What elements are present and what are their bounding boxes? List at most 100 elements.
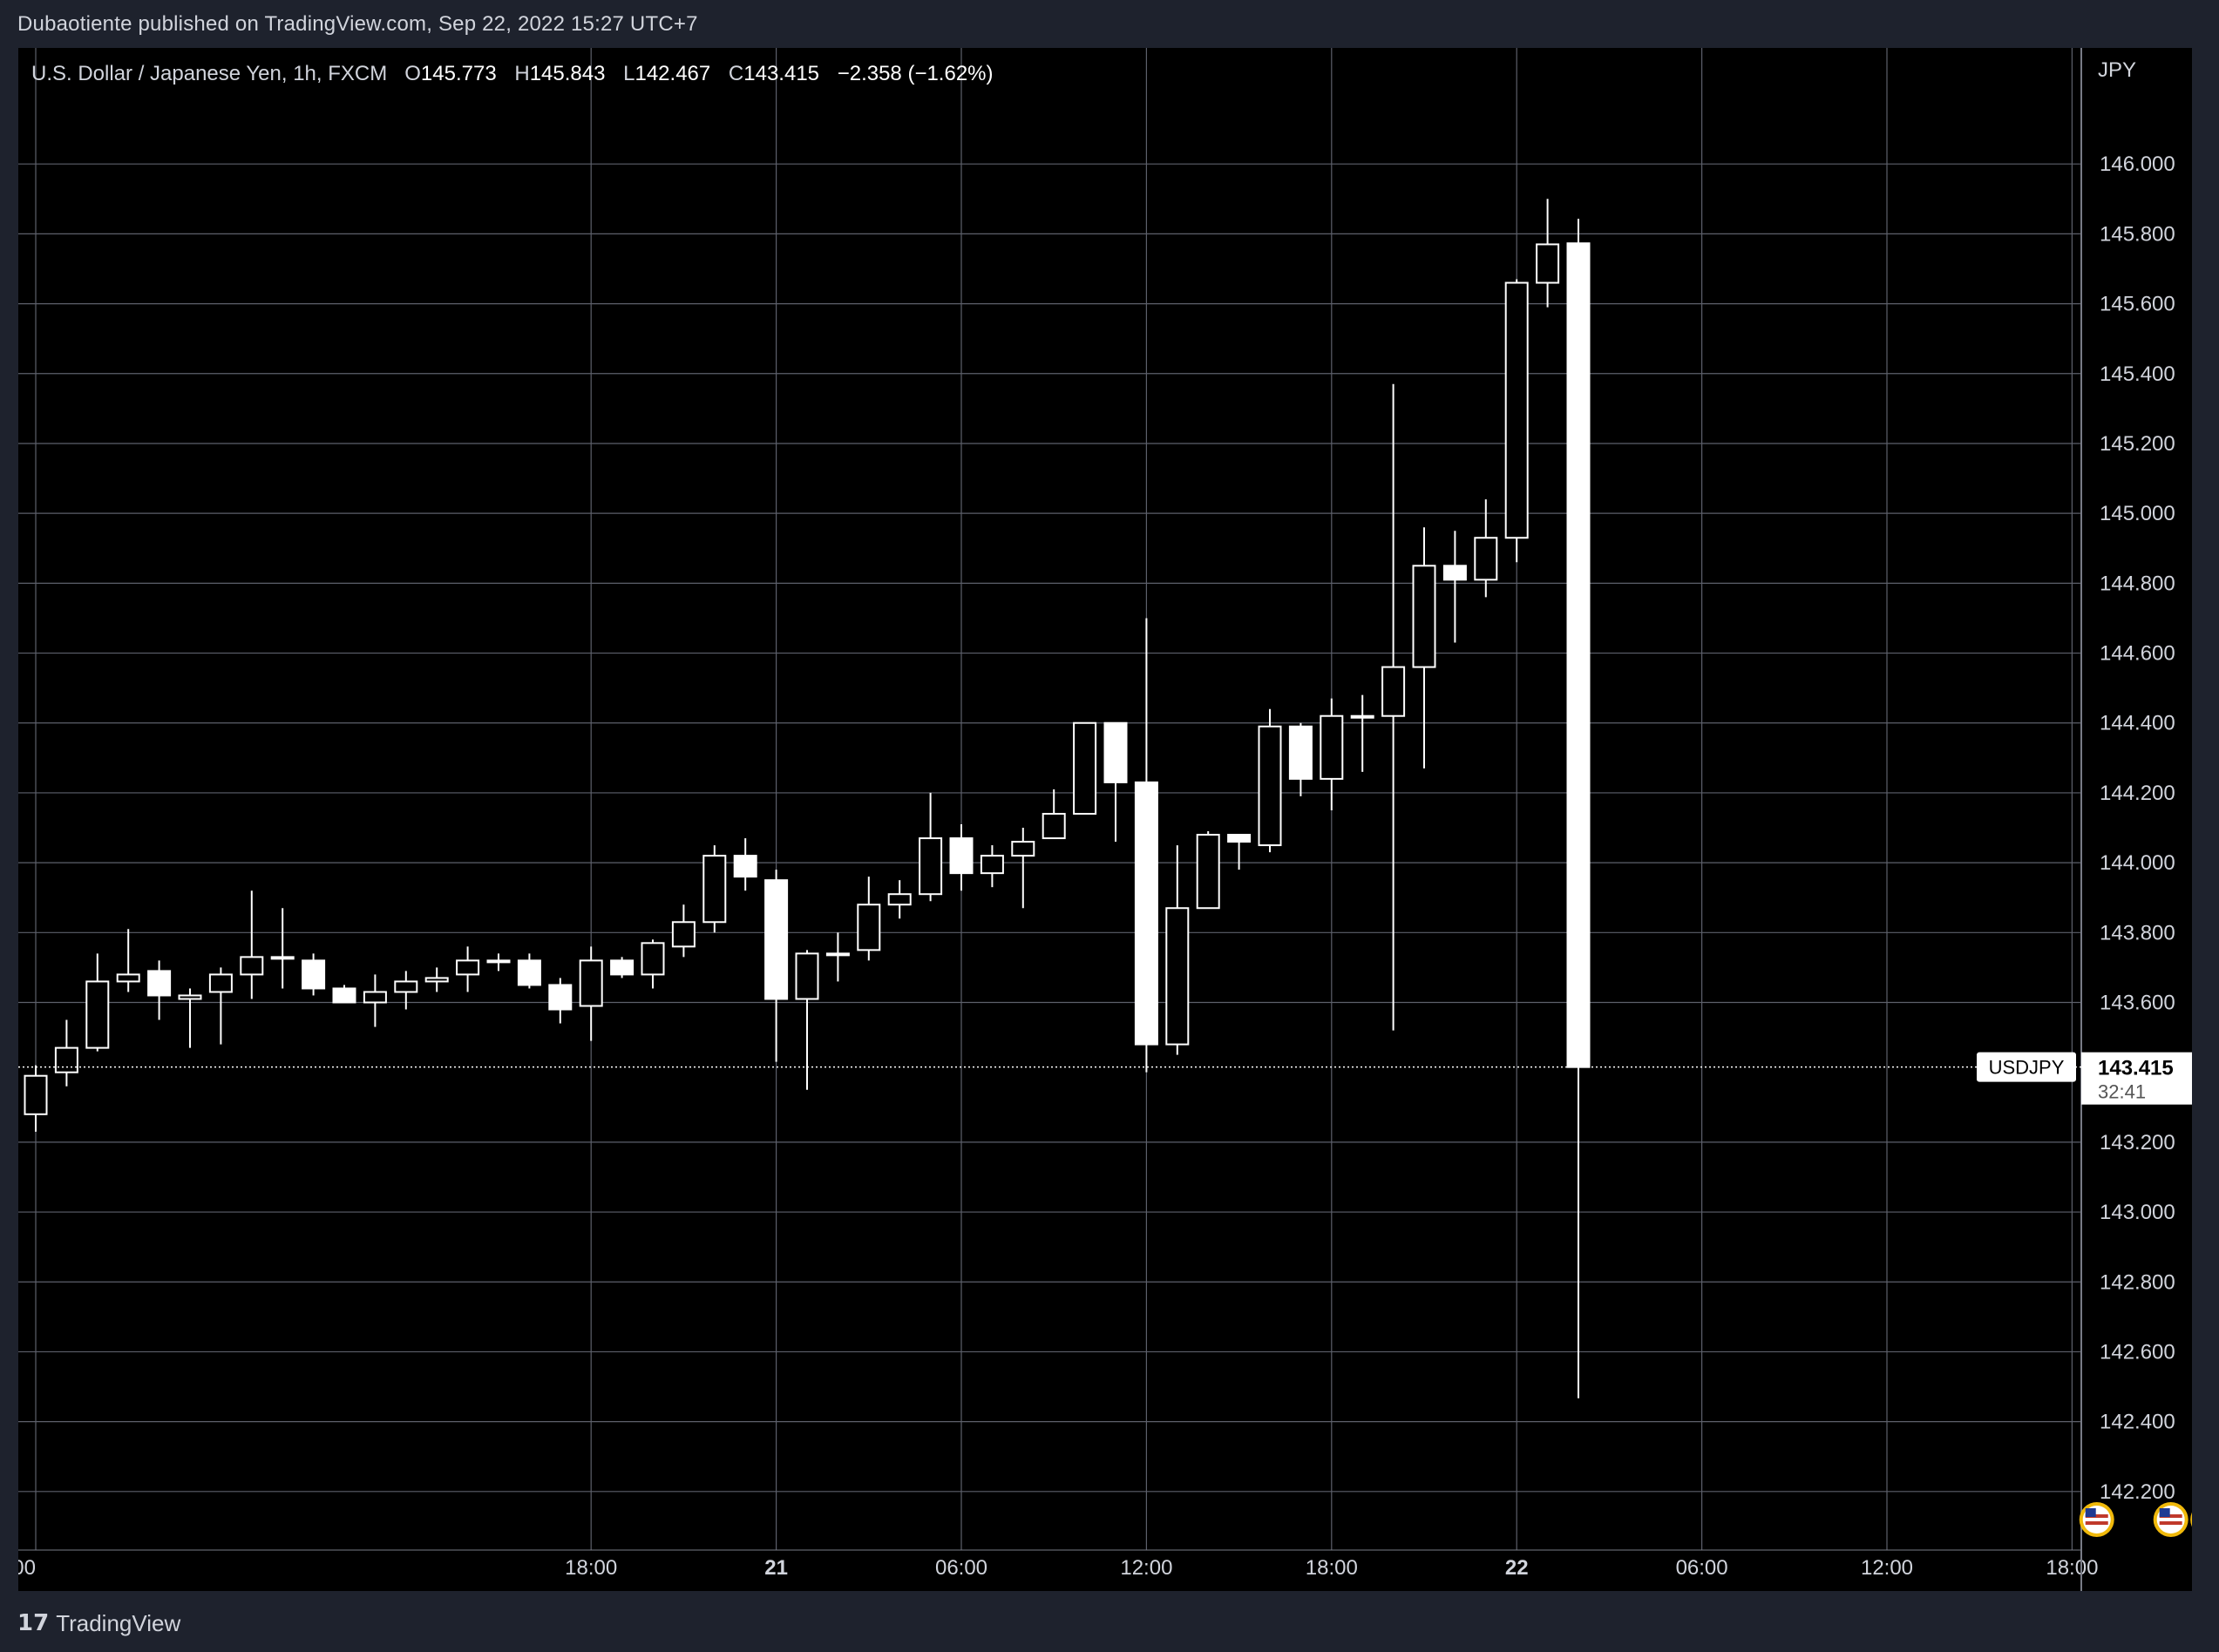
flag-canton bbox=[2159, 1508, 2170, 1517]
candle-body bbox=[1566, 242, 1591, 1068]
candle-body bbox=[887, 893, 912, 906]
candle-body bbox=[424, 977, 449, 983]
footer-brand[interactable]: 17 TradingView bbox=[17, 1608, 180, 1639]
price-tick-label: 142.400 bbox=[2100, 1411, 2175, 1434]
price-tick-label: 142.200 bbox=[2100, 1480, 2175, 1504]
candle-body bbox=[394, 980, 418, 993]
high-label: H bbox=[514, 62, 530, 85]
candle-body bbox=[116, 973, 140, 983]
candle-body bbox=[1103, 721, 1128, 783]
close-value: 143.415 bbox=[743, 62, 820, 85]
candle-body bbox=[733, 855, 757, 878]
last-price-value: 143.415 bbox=[2098, 1057, 2174, 1080]
price-tick-label: 145.000 bbox=[2100, 502, 2175, 525]
price-tick-label: 145.800 bbox=[2100, 222, 2175, 246]
price-tick-label: 143.600 bbox=[2100, 991, 2175, 1014]
time-tick-label: 18:00 bbox=[1306, 1556, 1358, 1580]
flag-stripe bbox=[2085, 1514, 2108, 1518]
low-value: 142.467 bbox=[634, 62, 711, 85]
open-value: 145.773 bbox=[420, 62, 497, 85]
candle-body bbox=[147, 970, 172, 997]
price-tick-label: 146.000 bbox=[2100, 152, 2175, 176]
candle-body bbox=[825, 952, 850, 957]
candle-body bbox=[857, 904, 881, 951]
symbol-tag[interactable] bbox=[1977, 1052, 2076, 1082]
price-tick-label: 144.600 bbox=[2100, 642, 2175, 666]
change-value: −2.358 (−1.62%) bbox=[837, 62, 994, 85]
last-price-badge bbox=[2081, 1052, 2192, 1105]
symbol-legend: U.S. Dollar / Japanese Yen, 1h, FXCM O14… bbox=[31, 62, 994, 86]
chart-pane[interactable]: 146.000 145.800 145.600 145.400 145.200 145.0… bbox=[18, 48, 2192, 1591]
open-label: O bbox=[404, 62, 421, 85]
candle-body bbox=[1350, 714, 1374, 719]
candle-body bbox=[54, 1046, 78, 1073]
candle-body bbox=[208, 973, 233, 993]
candle-body bbox=[486, 959, 511, 964]
symbol-description: U.S. Dollar / Japanese Yen, 1h, FXCM bbox=[31, 62, 388, 85]
time-tick-label: 21 bbox=[764, 1556, 788, 1580]
time-tick-label: 22 bbox=[1505, 1556, 1529, 1580]
candle-body bbox=[641, 942, 665, 976]
close-label: C bbox=[728, 62, 744, 85]
flag-stripe bbox=[2085, 1521, 2108, 1525]
symbol-tag-label: USDJPY bbox=[1989, 1057, 2065, 1079]
candlestick-chart[interactable]: 146.000 145.800 145.600 145.400 145.200 145.0… bbox=[18, 48, 2192, 1591]
candle-body bbox=[1288, 725, 1313, 780]
price-tick-label: 143.800 bbox=[2100, 921, 2175, 944]
price-tick-label: 144.200 bbox=[2100, 782, 2175, 805]
price-tick-label: 144.800 bbox=[2100, 572, 2175, 595]
price-tick-label: 144.000 bbox=[2100, 851, 2175, 875]
candle-body bbox=[1258, 725, 1282, 847]
price-tick-label: 143.200 bbox=[2100, 1131, 2175, 1154]
candle-body bbox=[579, 959, 603, 1007]
time-tick-label: 12:00 bbox=[1861, 1556, 1913, 1580]
candle-body bbox=[1474, 537, 1498, 581]
time-tick-label: 18:00 bbox=[2046, 1556, 2098, 1580]
time-tick-label: 18:00 bbox=[565, 1556, 617, 1580]
candle-body bbox=[795, 952, 819, 1000]
candle-body bbox=[1536, 243, 1560, 284]
time-tick-label: 06:00 bbox=[935, 1556, 987, 1580]
candle-body bbox=[671, 921, 696, 948]
candle-body bbox=[1134, 781, 1158, 1046]
candle-body bbox=[1442, 565, 1467, 581]
us-flag-event-icon[interactable] bbox=[2190, 1502, 2192, 1537]
tradingview-logo-icon: 17 bbox=[17, 1610, 50, 1636]
candle-body bbox=[919, 837, 943, 896]
candle-body bbox=[1042, 812, 1066, 840]
candle-body bbox=[949, 837, 974, 875]
candle-body bbox=[24, 1074, 48, 1115]
price-tick-label: 145.400 bbox=[2100, 362, 2175, 386]
price-tick-label: 144.400 bbox=[2100, 712, 2175, 735]
candle-body bbox=[1073, 721, 1097, 815]
brand-name: TradingView bbox=[56, 1609, 181, 1636]
candle-body bbox=[1412, 565, 1436, 668]
candle-body bbox=[332, 987, 356, 1004]
candle-body bbox=[764, 879, 789, 1000]
candle-body bbox=[1320, 714, 1344, 780]
candle-body bbox=[363, 991, 387, 1004]
candle-body bbox=[702, 855, 727, 924]
candle-body bbox=[548, 984, 573, 1011]
bar-countdown: 32:41 bbox=[2098, 1081, 2146, 1103]
candle-body bbox=[610, 959, 634, 976]
price-tick-label: 142.800 bbox=[2100, 1270, 2175, 1294]
time-tick-label: 06:00 bbox=[1676, 1556, 1728, 1580]
price-tick-label: 143.000 bbox=[2100, 1201, 2175, 1224]
candle-body bbox=[517, 959, 541, 986]
high-value: 145.843 bbox=[529, 62, 606, 85]
time-tick-label: 00 bbox=[18, 1556, 36, 1580]
flag-stripe bbox=[2159, 1521, 2182, 1525]
candle-body bbox=[980, 855, 1004, 875]
candle-body bbox=[456, 959, 480, 976]
publish-info: Dubaotiente published on TradingView.com… bbox=[17, 12, 698, 36]
time-tick-label: 12:00 bbox=[1120, 1556, 1172, 1580]
candle-body bbox=[302, 959, 326, 990]
flag-stripe bbox=[2159, 1514, 2182, 1518]
candle-body bbox=[1196, 834, 1220, 910]
candle-body bbox=[1165, 907, 1190, 1046]
candle-body bbox=[1504, 281, 1529, 539]
candle-body bbox=[1227, 834, 1252, 843]
candle-body bbox=[178, 994, 202, 1000]
price-tick-label: 145.600 bbox=[2100, 293, 2175, 316]
